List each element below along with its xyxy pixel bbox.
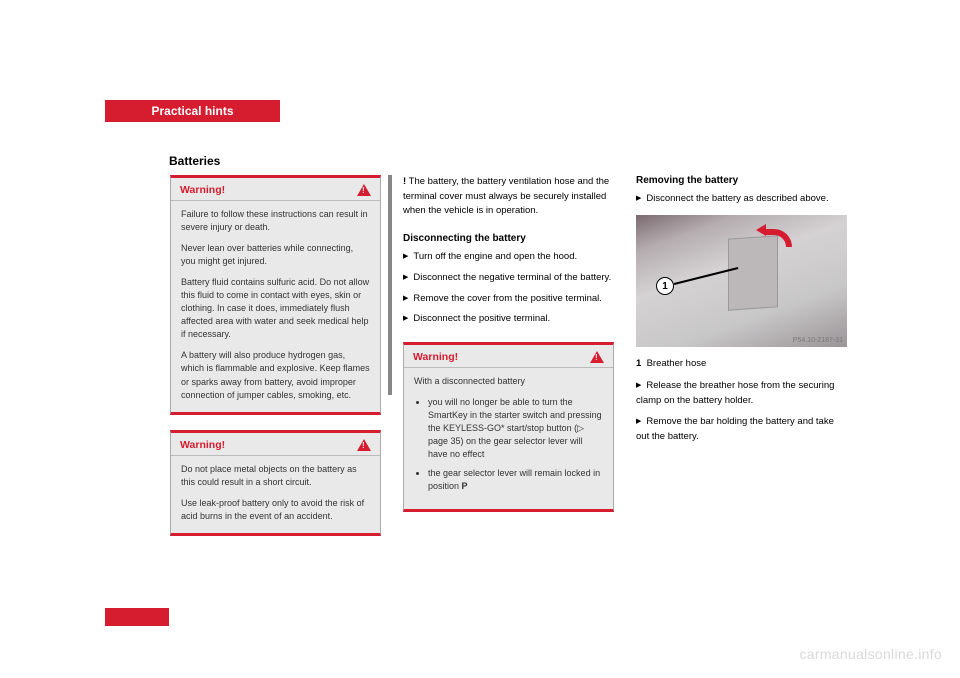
figure-caption: 1 Breather hose [636,357,847,372]
column-3: Removing the battery Disconnect the batt… [636,175,847,450]
callout-marker: 1 [656,277,674,295]
step: Turn off the engine and open the hood. [403,250,614,265]
warning-text: A battery will also produce hydrogen gas… [181,349,370,401]
warning-text: Failure to follow these instructions can… [181,208,370,234]
section-title: Batteries [169,154,220,168]
warning-text: Use leak-proof battery only to avoid the… [181,497,370,523]
warning-icon [590,351,604,363]
warning-box-2: Warning! Do not place metal objects on t… [170,430,381,536]
step: Disconnect the negative terminal of the … [403,271,614,286]
subheading: Disconnecting the battery [403,233,614,244]
figure: 1 P54.10-2187-31 [636,215,847,347]
warning-box-1: Warning! Failure to follow these instruc… [170,175,381,415]
step: Remove the bar holding the battery and t… [636,415,847,444]
page-number: 408 [132,595,149,606]
column-2: ! The battery, the battery ventilation h… [403,175,614,527]
warning-icon [357,184,371,196]
manual-page: Practical hints Batteries Warning! Failu… [0,0,960,678]
caption-num: 1 [636,358,641,369]
action-arrow-icon [764,229,792,247]
warning-title: Warning! [180,439,225,451]
image-code: P54.10-2187-31 [793,337,843,344]
note-text: ! The battery, the battery ventilation h… [403,175,614,219]
warning-item: you will no longer be able to turn the S… [428,396,603,461]
note-content: The battery, the battery ventilation hos… [403,176,609,216]
note-block: ! The battery, the battery ventilation h… [403,175,614,219]
page-tab [105,608,169,626]
warning-body: Do not place metal objects on the batter… [171,456,380,533]
column-1: Warning! Failure to follow these instruc… [170,175,381,551]
warning-title: Warning! [413,351,458,363]
section-tab: Practical hints [105,100,280,122]
caption-text: Breather hose [647,358,707,369]
subheading: Removing the battery [636,175,847,186]
note-bar [388,175,392,395]
steps: Turn off the engine and open the hood. D… [403,250,614,327]
steps: Release the breather hose from the secur… [636,379,847,444]
watermark: carmanualsonline.info [800,646,943,662]
warning-list: you will no longer be able to turn the S… [414,396,603,493]
text: the gear selector lever will remain lock… [428,468,600,491]
step: Remove the cover from the positive termi… [403,292,614,307]
gear-position: P [462,481,468,491]
step: Disconnect the positive terminal. [403,312,614,327]
warning-title: Warning! [180,184,225,196]
text: you will no longer be able to turn the S… [428,397,602,433]
steps: Disconnect the battery as described abov… [636,192,847,207]
step: Release the breather hose from the secur… [636,379,847,408]
warning-text: Do not place metal objects on the batter… [181,463,370,489]
warning-icon [357,439,371,451]
step: Disconnect the battery as described abov… [636,192,847,207]
warning-text: Battery fluid contains sulfuric acid. Do… [181,276,370,341]
warning-body: Failure to follow these instructions can… [171,201,380,412]
warning-box-3: Warning! With a disconnected battery you… [403,342,614,512]
warning-item: the gear selector lever will remain lock… [428,467,603,493]
caption-line: 1 Breather hose [636,357,847,372]
note-bang: ! [403,176,406,187]
warning-intro: With a disconnected battery [414,375,603,388]
warning-text: Never lean over batteries while connecti… [181,242,370,268]
warning-body: With a disconnected battery you will no … [404,368,613,509]
